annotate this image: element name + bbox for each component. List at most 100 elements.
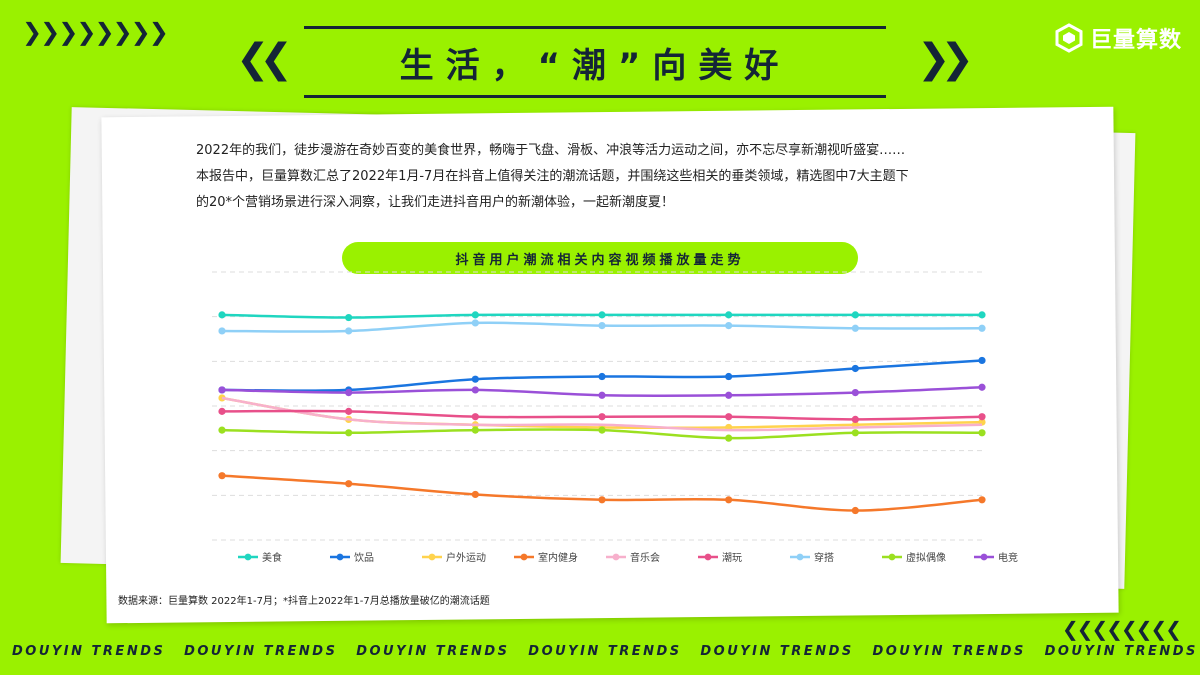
series-line xyxy=(221,396,983,430)
series-虚拟偶像 xyxy=(218,426,986,442)
data-point xyxy=(851,364,859,373)
data-point xyxy=(218,311,226,319)
data-point xyxy=(345,429,353,437)
brand-logo-text: 巨量算数 xyxy=(1089,28,1182,53)
legend-swatch-dot xyxy=(244,553,252,561)
data-point xyxy=(471,375,479,383)
legend-item: 饮品 xyxy=(330,551,374,564)
data-point xyxy=(598,311,606,319)
series-饮品 xyxy=(218,356,986,394)
legend-swatch-dot xyxy=(796,553,804,561)
data-point xyxy=(598,496,606,504)
legend-label: 音乐会 xyxy=(630,551,660,564)
data-point xyxy=(218,426,226,434)
data-point xyxy=(345,327,353,335)
chart-title-pill: 抖音用户潮流相关内容视频播放量走势 xyxy=(342,242,858,274)
data-point xyxy=(598,391,606,399)
data-source-note: 数据来源：巨量算数 2022年1-7月；*抖音上2022年1-7月总播放量破亿的… xyxy=(118,596,490,607)
legend-swatch-dot xyxy=(520,553,528,561)
legend-label: 潮玩 xyxy=(722,551,742,564)
data-point xyxy=(218,407,226,415)
legend-swatch-dot xyxy=(888,553,896,561)
data-point xyxy=(345,480,353,488)
series-美食 xyxy=(218,311,986,322)
data-point xyxy=(471,490,479,499)
data-point xyxy=(598,322,606,330)
legend-item: 美食 xyxy=(238,551,282,564)
legend-label: 美食 xyxy=(262,551,282,564)
page-title: 生活，“潮”向美好 xyxy=(399,45,791,86)
intro-line-3: 的20*个营销场景进行深入洞察，让我们走进抖音用户的新潮体验，一起新潮度夏！ xyxy=(196,195,675,210)
chart-title: 抖音用户潮流相关内容视频播放量走势 xyxy=(455,252,745,268)
legend-swatch-dot xyxy=(336,553,344,561)
series-line xyxy=(221,474,983,512)
data-point xyxy=(345,407,353,415)
data-point xyxy=(851,324,859,332)
data-point xyxy=(978,429,986,437)
data-point xyxy=(218,327,226,335)
footer-label: DOUYIN TRENDS xyxy=(1044,644,1198,659)
data-point xyxy=(218,472,226,480)
legend-swatch-dot xyxy=(980,553,988,561)
footer-label: DOUYIN TRENDS xyxy=(356,644,510,659)
intro-line-1: 2022年的我们，徒步漫游在奇妙百变的美食世界，畅嗨于飞盘、滑板、冲浪等活力运动… xyxy=(196,143,906,158)
data-point xyxy=(978,496,986,504)
data-point xyxy=(725,322,733,330)
footer-label: DOUYIN TRENDS xyxy=(528,644,682,659)
legend-item: 室内健身 xyxy=(514,551,578,564)
data-point xyxy=(218,386,226,394)
data-point xyxy=(978,311,986,319)
chart-legend: 美食 饮品 户外运动 室内健身 音乐会 潮玩 穿搭 虚拟偶像 电竞 xyxy=(238,551,1018,564)
legend-swatch-dot xyxy=(428,553,436,561)
footer-label: DOUYIN TRENDS xyxy=(700,644,854,659)
data-point xyxy=(725,391,733,399)
legend-item: 电竞 xyxy=(974,551,1018,564)
legend-label: 户外运动 xyxy=(446,551,486,564)
legend-item: 潮玩 xyxy=(698,551,742,564)
intro-text: 2022年的我们，徒步漫游在奇妙百变的美食世界，畅嗨于飞盘、滑板、冲浪等活力运动… xyxy=(196,138,1036,216)
data-point xyxy=(725,372,733,381)
data-point xyxy=(978,383,986,391)
legend-label: 虚拟偶像 xyxy=(906,551,946,564)
data-point xyxy=(598,413,606,421)
data-point xyxy=(851,311,859,319)
data-point xyxy=(598,372,606,381)
series-line xyxy=(221,396,983,432)
legend-item: 户外运动 xyxy=(422,551,486,564)
data-point xyxy=(978,324,986,332)
series-穿搭 xyxy=(218,319,986,335)
data-point xyxy=(471,426,479,434)
data-point xyxy=(471,319,479,327)
data-point xyxy=(978,356,986,365)
series-音乐会 xyxy=(221,396,983,432)
footer-label: DOUYIN TRENDS xyxy=(12,644,166,659)
legend-swatch-dot xyxy=(612,553,620,561)
data-point xyxy=(978,413,986,421)
intro-line-2: 本报告中，巨量算数汇总了2022年1月-7月在抖音上值得关注的潮流话题，并围绕这… xyxy=(196,169,909,184)
legend-swatch-dot xyxy=(704,553,712,561)
data-point xyxy=(851,389,859,397)
series-潮玩 xyxy=(218,407,986,423)
data-point xyxy=(851,415,859,423)
legend-item: 虚拟偶像 xyxy=(882,551,946,564)
data-point xyxy=(471,386,479,394)
legend-label: 穿搭 xyxy=(814,551,834,564)
page-title-frame: 生活，“潮”向美好 xyxy=(304,26,886,98)
data-point xyxy=(725,496,733,504)
data-point xyxy=(471,413,479,421)
footer-label: DOUYIN TRENDS xyxy=(184,644,338,659)
data-point xyxy=(725,434,733,442)
data-point xyxy=(345,389,353,397)
decorative-chevrons-right: ❮❮❮❮❮❮❮❮ xyxy=(1061,617,1182,641)
footer-label: DOUYIN TRENDS xyxy=(872,644,1026,659)
legend-item: 穿搭 xyxy=(790,551,834,564)
data-point xyxy=(725,311,733,319)
legend-label: 室内健身 xyxy=(538,551,578,564)
legend-label: 电竞 xyxy=(998,551,1018,564)
data-point xyxy=(851,506,859,515)
footer-trend-labels: DOUYIN TRENDS DOUYIN TRENDS DOUYIN TREND… xyxy=(12,644,1198,659)
series-电竞 xyxy=(218,383,986,399)
data-point xyxy=(725,413,733,421)
series-室内健身 xyxy=(218,472,986,515)
